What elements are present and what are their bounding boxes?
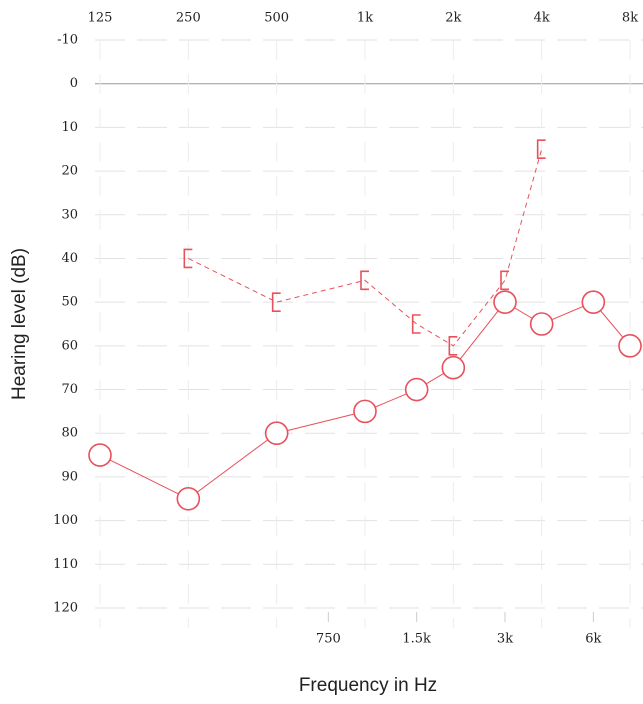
x-tick-label: 4k	[534, 11, 550, 26]
bone-conduction-marker	[448, 336, 458, 356]
y-axis-label: Hearing level (dB)	[9, 248, 30, 400]
y-tick-label: 120	[53, 601, 78, 616]
y-tick-label: 80	[61, 426, 78, 441]
air-conduction-marker	[264, 421, 289, 446]
y-tick-label: -10	[57, 33, 78, 48]
bone-conduction-marker	[536, 139, 546, 160]
air-conduction-marker	[529, 312, 554, 336]
y-tick-label: 60	[61, 338, 78, 353]
y-tick-label: 40	[61, 251, 78, 266]
x-tick-label-bottom: 750	[316, 632, 341, 647]
y-tick-label: 20	[61, 164, 78, 179]
x-tick-label-bottom: 1.5k	[402, 632, 431, 647]
x-tick-label-bottom: 3k	[497, 632, 513, 647]
air-conduction-marker	[618, 334, 642, 358]
air-conduction-marker	[88, 443, 112, 467]
x-tick-label-bottom: 6k	[585, 632, 601, 647]
y-tick-label: 10	[61, 120, 78, 135]
x-tick-label: 125	[88, 11, 113, 26]
air-conduction-marker	[353, 399, 377, 424]
bone-conduction-marker	[183, 248, 193, 269]
air-conduction-marker	[581, 290, 606, 314]
y-tick-label: 110	[53, 557, 78, 572]
y-tick-label: 50	[61, 295, 78, 310]
y-tick-label: 30	[61, 207, 78, 222]
air-conduction-marker	[493, 290, 517, 314]
y-tick-label: 0	[70, 76, 78, 91]
bone-conduction-marker	[500, 270, 510, 291]
x-tick-label: 500	[264, 11, 289, 26]
bone-conduction-marker	[271, 292, 281, 312]
bone-conduction-marker	[360, 270, 369, 291]
bone-conduction-marker	[411, 314, 421, 334]
series-line	[99, 301, 631, 500]
y-tick-label: 90	[61, 469, 78, 484]
y-tick-label: 70	[61, 382, 78, 397]
air-conduction-marker	[441, 355, 466, 380]
air-conduction-marker	[404, 377, 429, 402]
x-tick-label: 1k	[357, 11, 373, 26]
y-tick-label: 100	[53, 513, 78, 528]
air-conduction-marker	[176, 486, 201, 511]
x-axis-label: Frequency in Hz	[299, 675, 437, 696]
x-tick-label: 2k	[445, 11, 461, 26]
x-tick-label: 250	[176, 11, 201, 26]
x-tick-label: 8k	[622, 11, 638, 26]
